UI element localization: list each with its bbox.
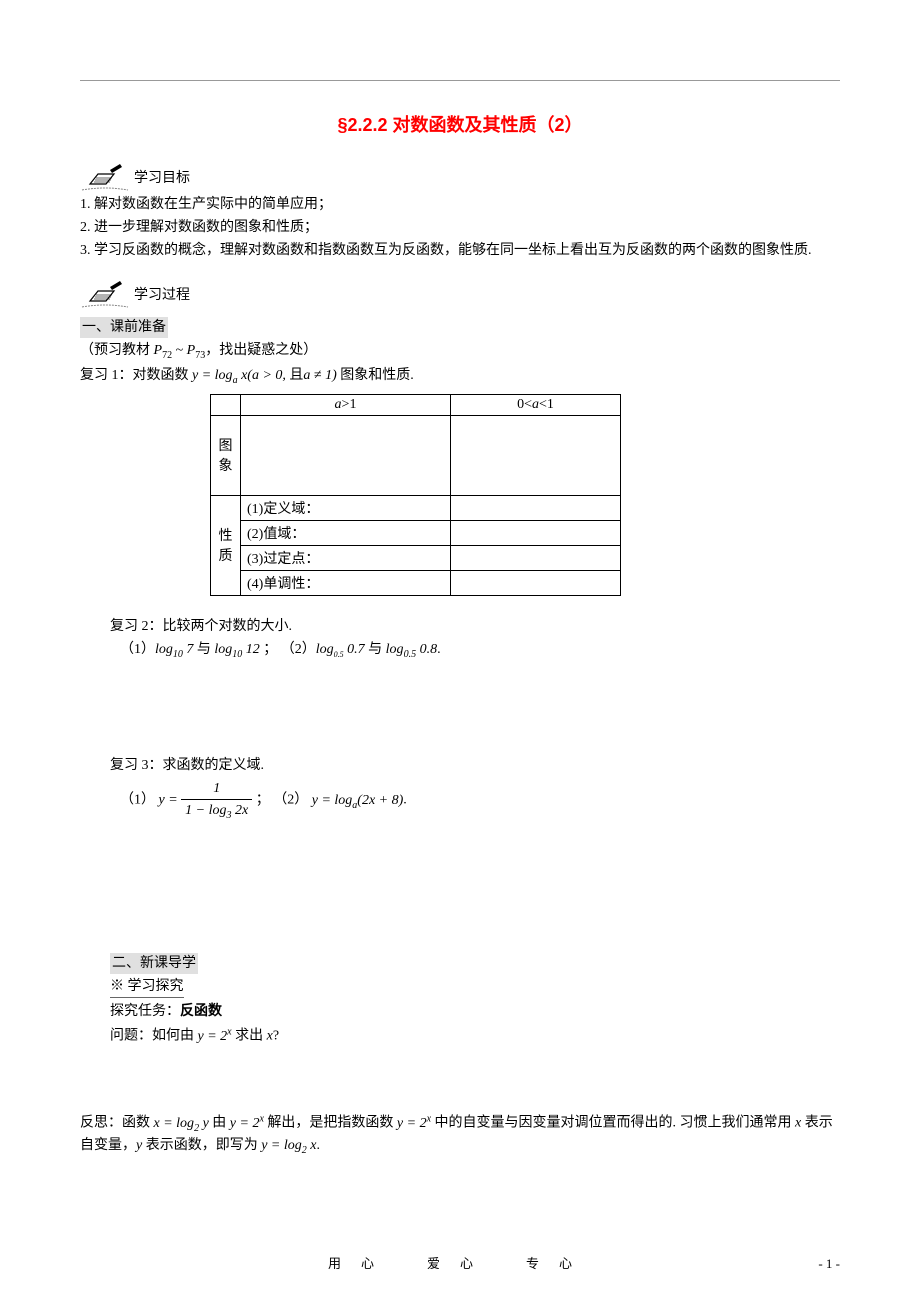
- book-pen-icon: [80, 162, 130, 192]
- review2-items: （1）log10 7 与 log10 12 ； （2）log0.5 0.7 与 …: [120, 639, 840, 662]
- r3-i2-formula: y = loga(2x + 8): [312, 793, 404, 808]
- process-label: 学习过程: [134, 284, 190, 304]
- props-label: 性质: [211, 495, 241, 595]
- refl-m1: 由: [209, 1116, 230, 1131]
- q-suffix: 求出 x?: [232, 1029, 279, 1044]
- prop-range: (2)值域：: [241, 520, 451, 545]
- r2-i2-mid: 与: [365, 642, 386, 657]
- refl-f1: x = log2 y: [154, 1116, 209, 1131]
- page: §2.2.2 对数函数及其性质（2） 学习目标 1. 解对数函数在生产实际中的简…: [0, 0, 920, 1302]
- table-row: 性质 (1)定义域：: [211, 495, 621, 520]
- objectives-header: 学习目标: [80, 162, 840, 192]
- r2-i2-prefix: （2）: [281, 642, 316, 657]
- refl-m2: 解出，是把指数函数: [264, 1116, 397, 1131]
- task-prefix: 探究任务：: [110, 1004, 180, 1019]
- book-pen-icon: [80, 279, 130, 309]
- graph-cell-2: [451, 415, 621, 495]
- footer-page: - 1 -: [818, 1256, 840, 1272]
- r2-i1-mid: 与: [193, 642, 214, 657]
- fraction-num: 1: [181, 778, 252, 800]
- fraction-den: 1 − log3 2x: [181, 800, 252, 823]
- r2-end: .: [437, 642, 441, 657]
- header-a-lt-1: 0<a<1: [451, 394, 621, 415]
- new-lesson-heading: 二、新课导学: [110, 953, 198, 974]
- table-row: (3)过定点：: [211, 545, 621, 570]
- review1-suffix: 图象和性质.: [337, 368, 414, 383]
- q-formula: y = 2x: [198, 1029, 232, 1044]
- r3-i2-prefix: （2）: [273, 793, 308, 808]
- review2-heading: 复习 2：比较两个对数的大小.: [110, 616, 840, 637]
- r2-i1-a: log10 7: [155, 642, 193, 657]
- refl-f2: y = 2x: [230, 1116, 264, 1131]
- prop-fixed: (3)过定点：: [241, 545, 451, 570]
- refl-end: .: [317, 1138, 321, 1153]
- prop-mono-r: [451, 570, 621, 595]
- refl-prefix: 反思：函数: [80, 1116, 154, 1131]
- review1-formula: y = loga x(a > 0, 且a ≠ 1): [192, 368, 337, 383]
- table-row: (4)单调性：: [211, 570, 621, 595]
- footer-motto: 用心 爱心 专心: [80, 1253, 840, 1272]
- graph-row: 图象: [211, 415, 621, 495]
- prop-mono: (4)单调性：: [241, 570, 451, 595]
- reflection-line: 反思：函数 x = log2 y 由 y = 2x 解出，是把指数函数 y = …: [80, 1111, 840, 1158]
- r2-i1-prefix: （1）: [120, 642, 155, 657]
- prop-domain-r: [451, 495, 621, 520]
- top-rule: [80, 80, 840, 81]
- objective-item: 2. 进一步理解对数函数的图象和性质；: [80, 217, 840, 238]
- r3-sep: ；: [256, 793, 274, 808]
- review3-items: （1） y = 1 1 − log3 2x ； （2） y = loga(2x …: [120, 778, 840, 823]
- graph-label: 图象: [211, 415, 241, 495]
- refl-f3: y = 2x: [397, 1116, 431, 1131]
- review1: 复习 1：对数函数 y = loga x(a > 0, 且a ≠ 1) 图象和性…: [80, 365, 840, 388]
- review3-heading: 复习 3：求函数的定义域.: [110, 755, 840, 776]
- r3-end: .: [403, 793, 407, 808]
- explore-label: ※ 学习探究: [110, 976, 184, 998]
- spacer: [80, 263, 840, 279]
- r3-i1-formula: y =: [159, 793, 182, 808]
- task-label: 反函数: [180, 1002, 222, 1018]
- refl-f4: y = log2 x: [261, 1138, 316, 1153]
- objective-item: 1. 解对数函数在生产实际中的简单应用；: [80, 194, 840, 215]
- task-line: 探究任务：反函数: [110, 1000, 840, 1022]
- spacer: [80, 825, 840, 945]
- graph-cell-1: [241, 415, 451, 495]
- prop-domain: (1)定义域：: [241, 495, 451, 520]
- r2-i2-b: log0.5 0.8: [386, 642, 437, 657]
- document-title: §2.2.2 对数函数及其性质（2）: [80, 111, 840, 137]
- spacer: [80, 1049, 840, 1109]
- fraction: 1 1 − log3 2x: [181, 778, 252, 823]
- r3-i1-prefix: （1）: [120, 793, 155, 808]
- review1-prefix: 复习 1：对数函数: [80, 368, 192, 383]
- properties-table: a>1 0<a<1 图象 性质 (1)定义域： (2)值域： (3)过定点：: [210, 394, 621, 596]
- footer: 用心 爱心 专心 - 1 -: [80, 1253, 840, 1272]
- properties-table-wrap: a>1 0<a<1 图象 性质 (1)定义域： (2)值域： (3)过定点：: [210, 394, 840, 596]
- header-a-gt-1: a>1: [241, 394, 451, 415]
- question-line: 问题：如何由 y = 2x 求出 x?: [110, 1024, 840, 1047]
- header-blank: [211, 394, 241, 415]
- objectives-label: 学习目标: [134, 167, 190, 187]
- r2-i1-b: log10 12: [214, 642, 259, 657]
- spacer: [80, 606, 840, 614]
- objective-item: 3. 学习反函数的概念，理解对数函数和指数函数互为反函数，能够在同一坐标上看出互…: [80, 240, 840, 261]
- spacer: [80, 663, 840, 753]
- r2-sep: ；: [260, 642, 281, 657]
- prop-range-r: [451, 520, 621, 545]
- pre-class-heading: 一、课前准备: [80, 317, 168, 338]
- process-header: 学习过程: [80, 279, 840, 309]
- q-prefix: 问题：如何由: [110, 1029, 198, 1044]
- r2-i2-a: log0.5 0.7: [316, 642, 365, 657]
- table-row: (2)值域：: [211, 520, 621, 545]
- prop-fixed-r: [451, 545, 621, 570]
- preview-note: （预习教材 P72 ~ P73，找出疑惑之处）: [80, 340, 840, 363]
- table-header-row: a>1 0<a<1: [211, 394, 621, 415]
